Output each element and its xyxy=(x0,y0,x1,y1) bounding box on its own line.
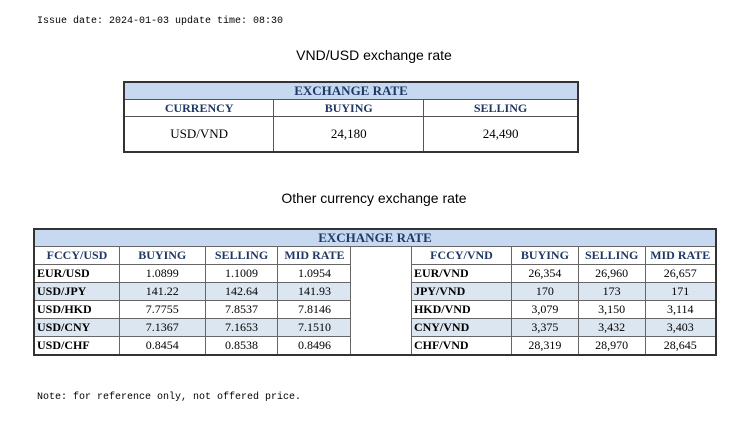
rate-cell: 171 xyxy=(644,282,717,301)
rate-cell: 7.1510 xyxy=(277,318,352,337)
pair-label: HKD/VND xyxy=(410,300,513,319)
right-mid-rate-header: MID RATE xyxy=(644,246,717,265)
rate-cell: 142.64 xyxy=(204,282,279,301)
rate-cell: 173 xyxy=(577,282,646,301)
left-buying-header: BUYING xyxy=(119,246,206,265)
table-row: USD/HKD 7.7755 7.8537 7.8146 HKD/VND 3,0… xyxy=(33,300,717,319)
selling-value: 24,490 xyxy=(423,116,579,153)
rate-cell: 3,114 xyxy=(644,300,717,319)
spacer-cell xyxy=(350,282,412,301)
rate-cell: 141.93 xyxy=(277,282,352,301)
pair-label: EUR/VND xyxy=(410,264,513,283)
exchange-rate-caption: EXCHANGE RATE xyxy=(123,81,579,100)
spacer-cell xyxy=(350,336,412,355)
pair-label: USD/CHF xyxy=(33,336,120,356)
fccy-usd-header: FCCY/USD xyxy=(33,246,120,265)
rate-cell: 26,354 xyxy=(511,264,579,283)
issue-date-line: Issue date: 2024-01-03 update time: 08:3… xyxy=(37,16,284,27)
rate-cell: 1.0954 xyxy=(277,264,352,283)
rate-cell: 3,375 xyxy=(511,318,579,337)
spacer-cell xyxy=(350,246,412,265)
rate-cell: 28,645 xyxy=(644,336,717,356)
rate-cell: 0.8496 xyxy=(277,336,352,356)
vnd-usd-title: VND/USD exchange rate xyxy=(296,47,452,63)
pair-label: USD/HKD xyxy=(33,300,120,319)
rate-cell: 3,150 xyxy=(577,300,646,319)
disclaimer-note: Note: for reference only, not offered pr… xyxy=(37,392,302,403)
rate-cell: 7.1367 xyxy=(119,318,206,337)
left-mid-rate-header: MID RATE xyxy=(277,246,352,265)
right-selling-header: SELLING xyxy=(577,246,646,265)
rate-cell: 0.8538 xyxy=(204,336,279,356)
rate-cell: 28,319 xyxy=(511,336,579,356)
other-currency-table: EXCHANGE RATE FCCY/USD BUYING SELLING MI… xyxy=(33,228,717,356)
table-row: USD/CHF 0.8454 0.8538 0.8496 CHF/VND 28,… xyxy=(33,336,717,356)
fccy-vnd-header: FCCY/VND xyxy=(410,246,513,265)
rate-cell: 7.1653 xyxy=(204,318,279,337)
left-selling-header: SELLING xyxy=(204,246,279,265)
rate-cell: 1.1009 xyxy=(204,264,279,283)
currency-header: CURRENCY xyxy=(123,99,275,117)
rate-cell: 141.22 xyxy=(119,282,206,301)
buying-value: 24,180 xyxy=(273,116,425,153)
rate-cell: 26,960 xyxy=(577,264,646,283)
other-exchange-rate-caption: EXCHANGE RATE xyxy=(33,228,717,247)
other-currency-title: Other currency exchange rate xyxy=(281,190,467,206)
rate-cell: 7.8537 xyxy=(204,300,279,319)
right-buying-header: BUYING xyxy=(511,246,579,265)
selling-header: SELLING xyxy=(423,99,579,117)
pair-label: USD/CNY xyxy=(33,318,120,337)
spacer-cell xyxy=(350,300,412,319)
rate-cell: 7.8146 xyxy=(277,300,352,319)
pair-label: CHF/VND xyxy=(410,336,513,356)
pair-label: EUR/USD xyxy=(33,264,120,283)
pair-label: CNY/VND xyxy=(410,318,513,337)
rate-cell: 26,657 xyxy=(644,264,717,283)
rate-cell: 0.8454 xyxy=(119,336,206,356)
rate-cell: 3,403 xyxy=(644,318,717,337)
rate-cell: 1.0899 xyxy=(119,264,206,283)
spacer-cell xyxy=(350,264,412,283)
rate-cell: 7.7755 xyxy=(119,300,206,319)
buying-header: BUYING xyxy=(273,99,425,117)
table-row: USD/JPY 141.22 142.64 141.93 JPY/VND 170… xyxy=(33,282,717,301)
currency-value: USD/VND xyxy=(123,116,275,153)
pair-label: USD/JPY xyxy=(33,282,120,301)
rate-cell: 3,432 xyxy=(577,318,646,337)
pair-label: JPY/VND xyxy=(410,282,513,301)
vnd-usd-table: EXCHANGE RATE CURRENCY BUYING SELLING US… xyxy=(123,81,579,153)
rate-cell: 170 xyxy=(511,282,579,301)
spacer-cell xyxy=(350,318,412,337)
table-row: EUR/USD 1.0899 1.1009 1.0954 EUR/VND 26,… xyxy=(33,264,717,283)
rate-cell: 28,970 xyxy=(577,336,646,356)
table-row: USD/CNY 7.1367 7.1653 7.1510 CNY/VND 3,3… xyxy=(33,318,717,337)
rate-cell: 3,079 xyxy=(511,300,579,319)
